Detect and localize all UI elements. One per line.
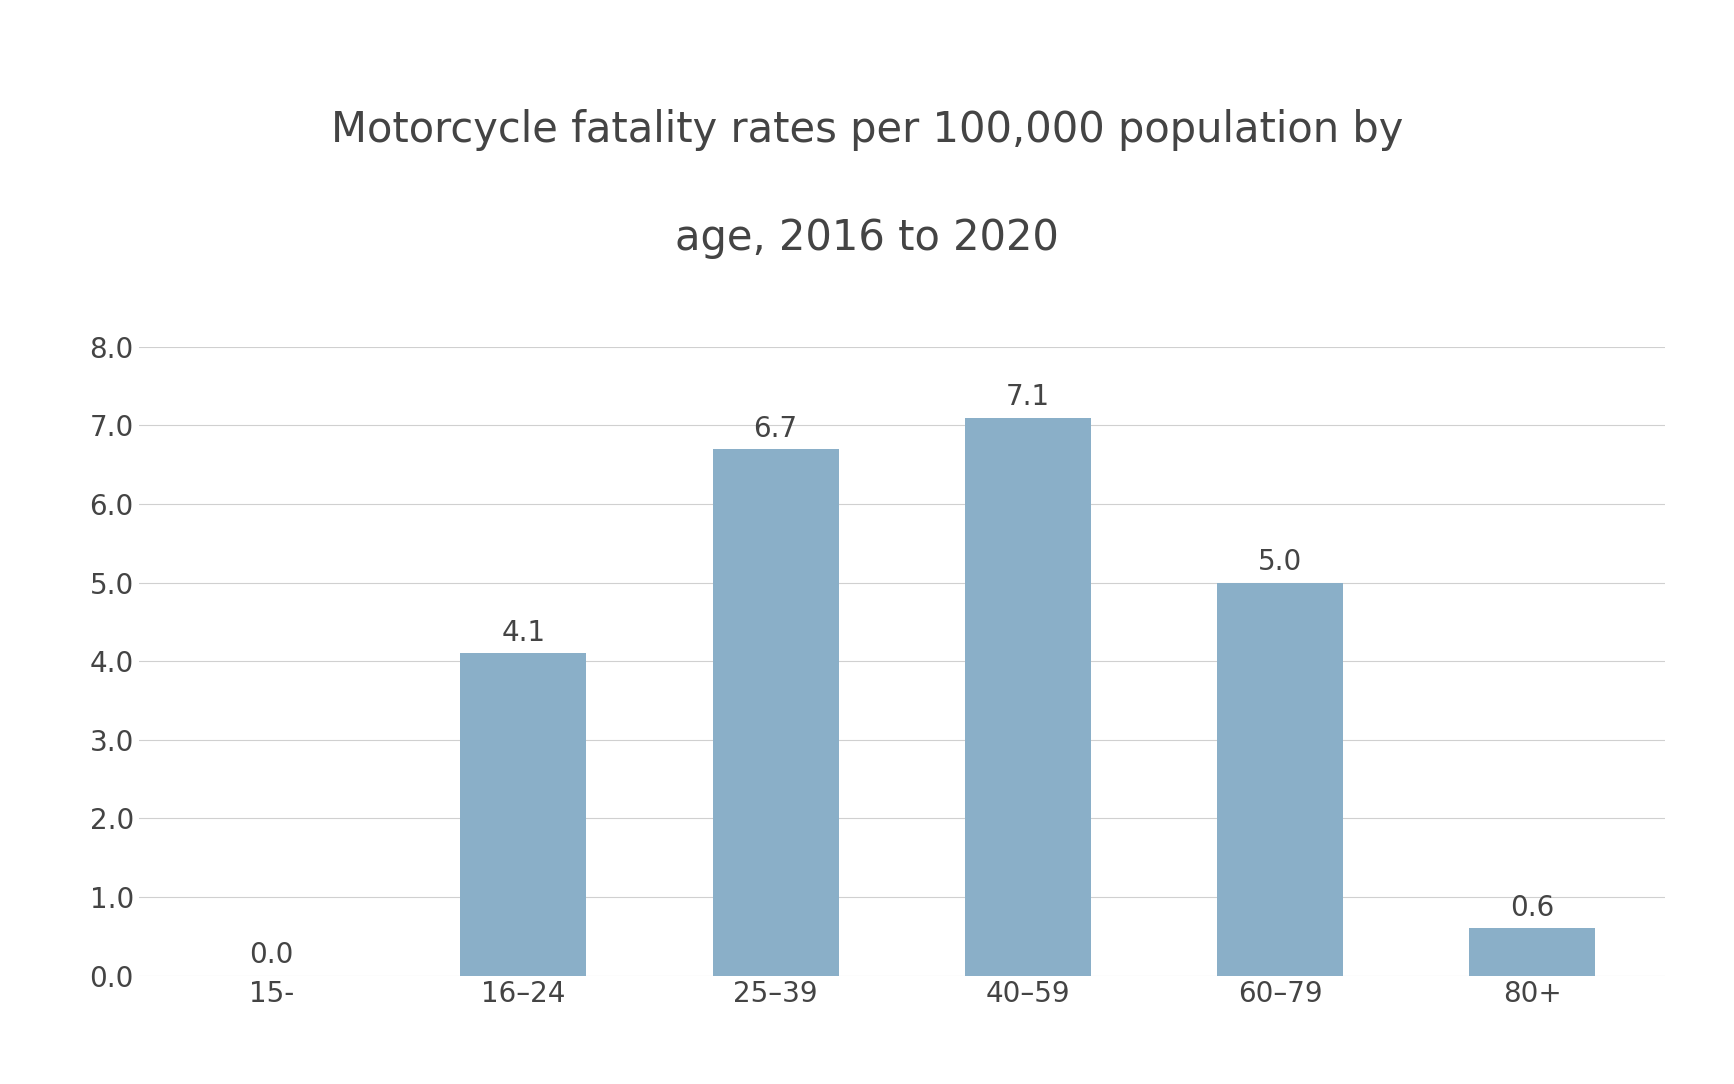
- Bar: [713, 449, 839, 976]
- Bar: [1217, 583, 1344, 976]
- Text: Motorcycle fatality rates per 100,000 population by: Motorcycle fatality rates per 100,000 po…: [331, 109, 1403, 151]
- Bar: [460, 654, 586, 976]
- Text: 0.0: 0.0: [250, 941, 293, 969]
- Text: age, 2016 to 2020: age, 2016 to 2020: [675, 218, 1059, 259]
- Text: 0.6: 0.6: [1510, 894, 1554, 922]
- Bar: [964, 417, 1091, 976]
- Text: 7.1: 7.1: [1006, 384, 1049, 411]
- Text: 6.7: 6.7: [754, 415, 798, 442]
- Text: 4.1: 4.1: [501, 619, 546, 647]
- Bar: [1469, 928, 1595, 976]
- Text: 5.0: 5.0: [1257, 549, 1302, 577]
